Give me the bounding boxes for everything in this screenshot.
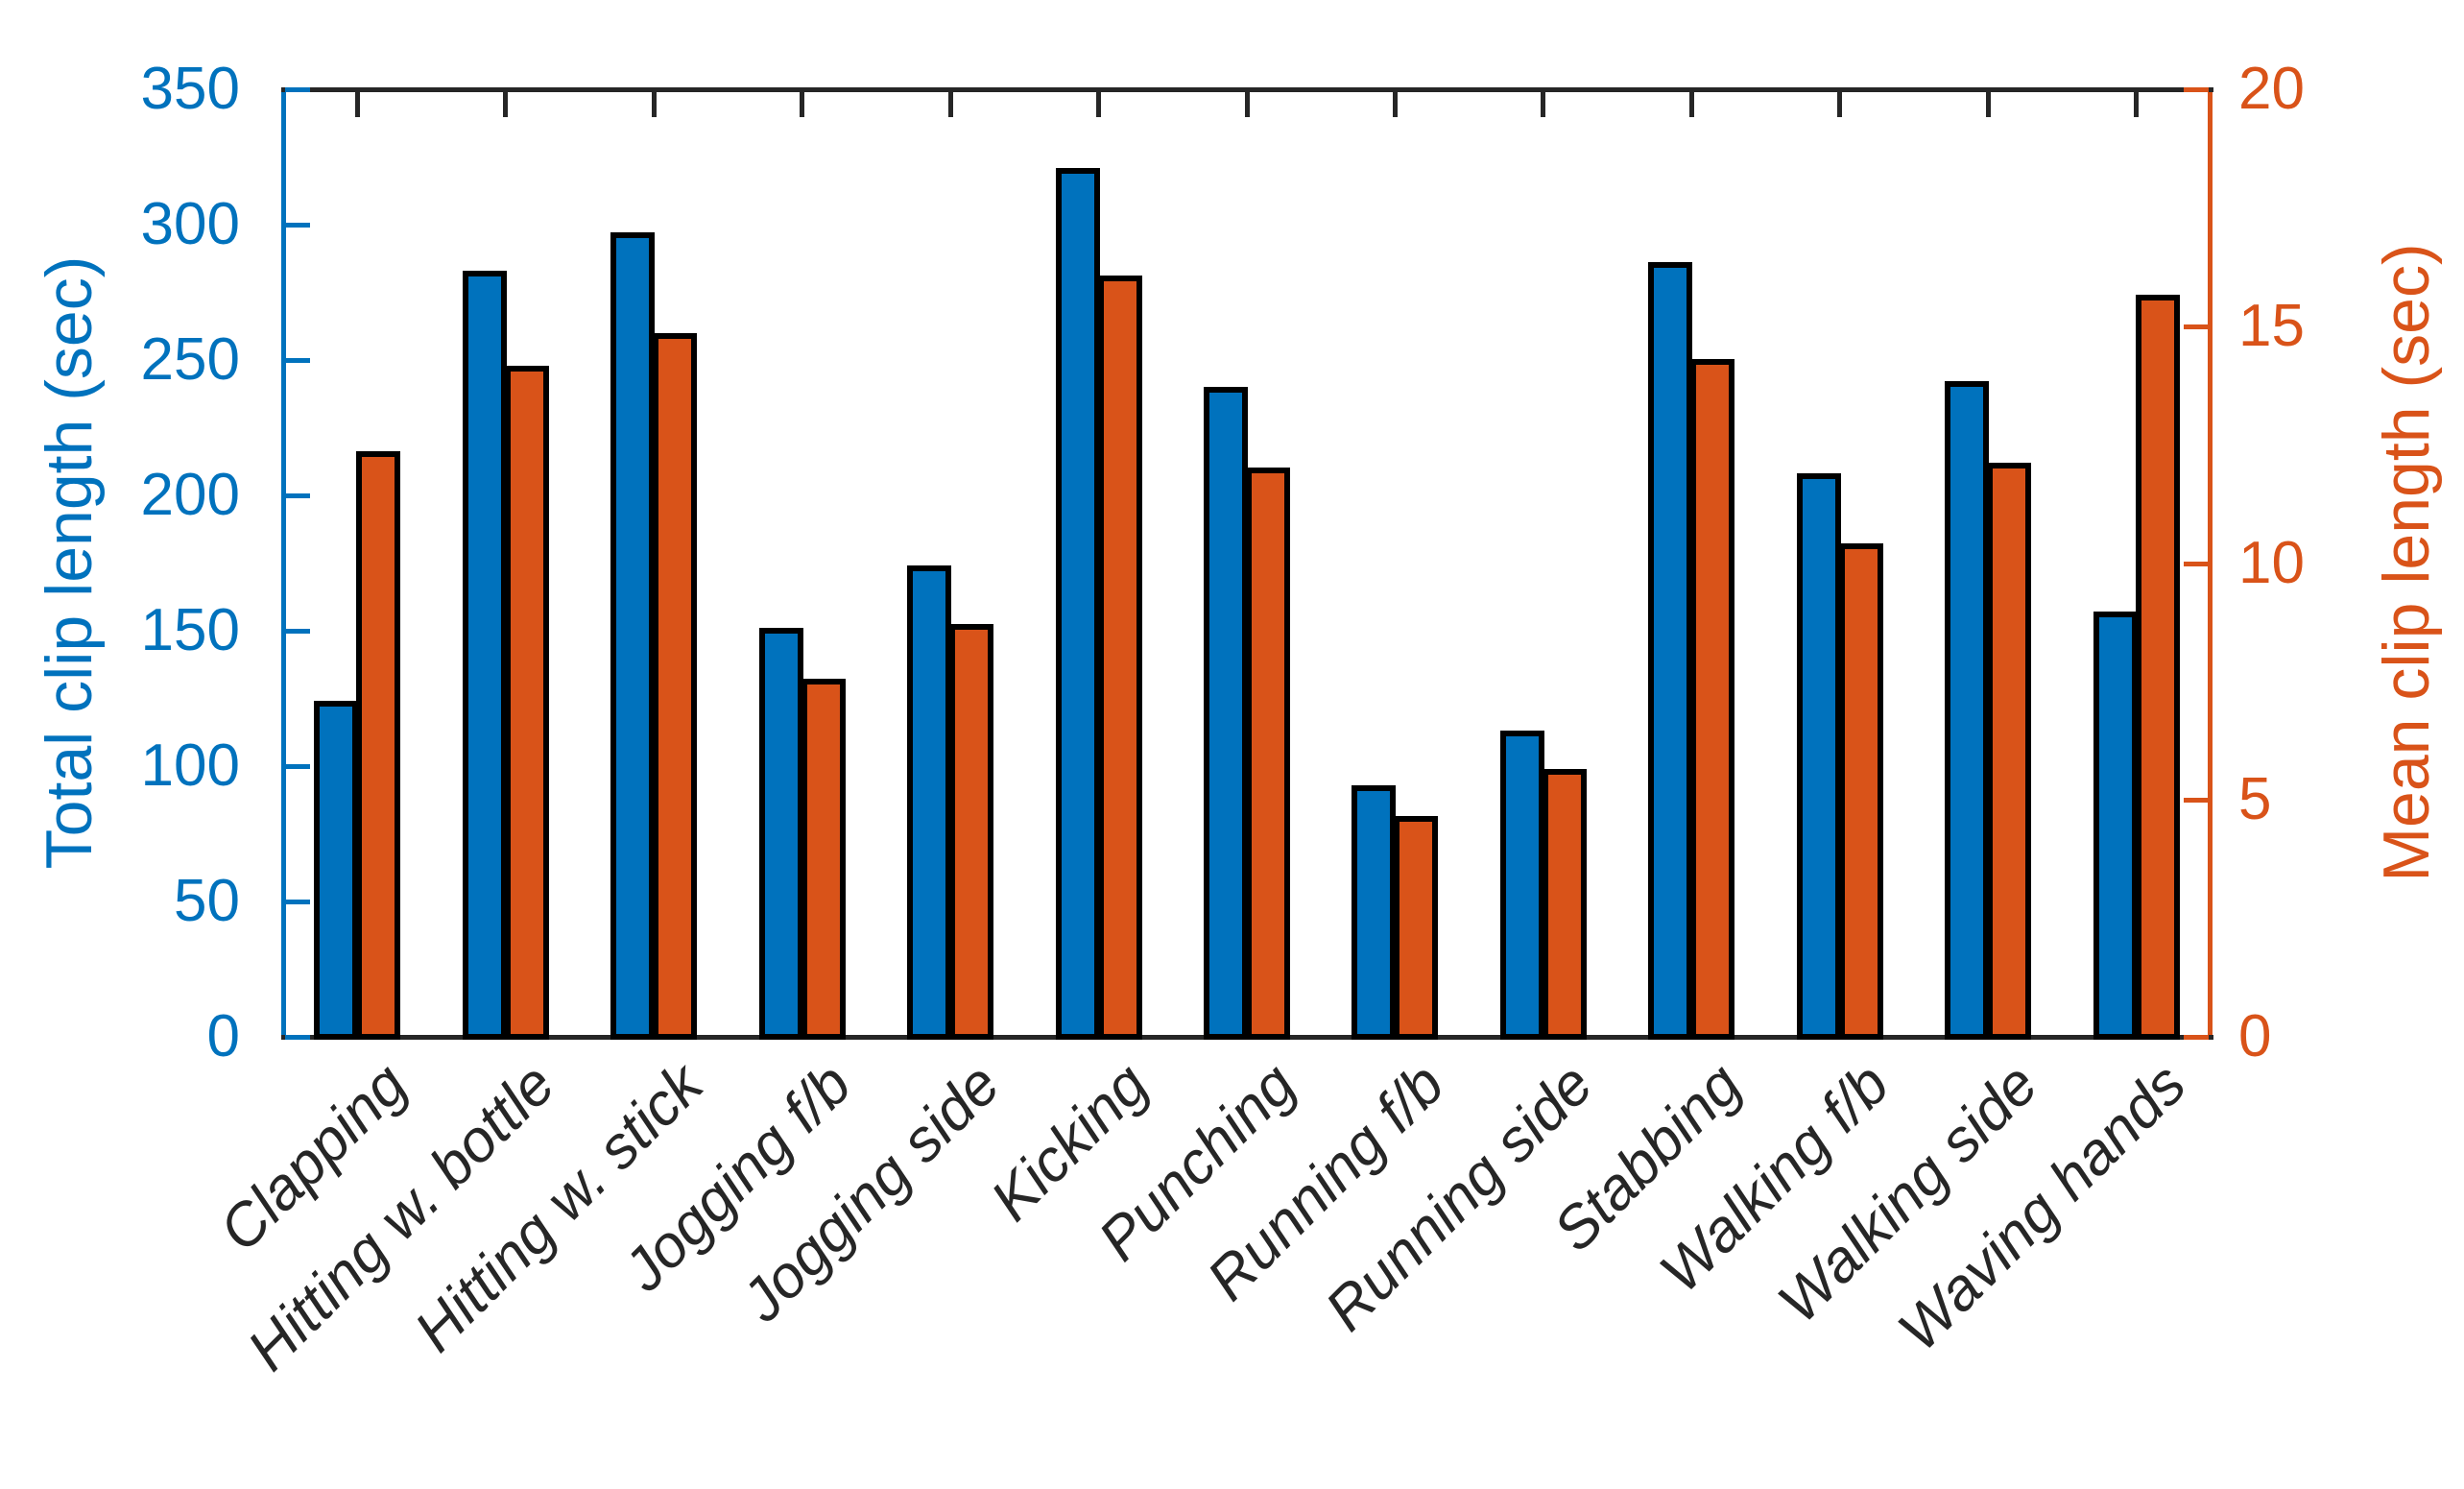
left-axis-tick — [285, 223, 310, 228]
bar-mean-hitting-w-stick — [653, 332, 698, 1040]
bar-total-hitting-w-bottle — [462, 270, 507, 1040]
left-axis-tick — [285, 358, 310, 363]
right-axis-tick — [2184, 1035, 2209, 1040]
right-tick-label-10: 10 — [2238, 529, 2305, 596]
right-axis-tick — [2184, 324, 2209, 329]
x-axis-top-tick — [1244, 92, 1250, 117]
bar-mean-jogging-side — [949, 624, 994, 1040]
bar-total-running-side — [1499, 731, 1544, 1040]
right-axis-title: Mean clip length (sec) — [2370, 243, 2443, 882]
left-axis-tick — [285, 1035, 310, 1040]
left-tick-label-100: 100 — [140, 732, 240, 799]
y-axis-right-line — [2208, 87, 2213, 1039]
bar-total-clapping — [314, 701, 359, 1040]
left-tick-label-350: 350 — [140, 56, 240, 122]
x-axis-top-tick — [1096, 92, 1102, 117]
bar-mean-walking-f-b — [1838, 543, 1883, 1040]
left-axis-tick — [285, 629, 310, 634]
x-axis-top-tick — [1392, 92, 1398, 117]
bar-mean-running-side — [1542, 768, 1587, 1040]
bar-mean-stabbing — [1690, 358, 1735, 1040]
left-tick-label-250: 250 — [140, 326, 240, 393]
x-axis-top-tick — [947, 92, 953, 117]
bar-total-running-f-b — [1352, 784, 1397, 1040]
x-axis-top-tick — [1837, 92, 1843, 117]
bar-total-jogging-f-b — [758, 628, 803, 1040]
right-axis-tick — [2184, 87, 2209, 92]
x-axis-top-tick — [354, 92, 360, 117]
x-axis-top-tick — [800, 92, 805, 117]
bar-total-hitting-w-stick — [610, 232, 656, 1040]
left-axis-tick — [285, 87, 310, 92]
x-axis-top-tick — [651, 92, 657, 117]
x-axis-top-line — [281, 87, 2213, 92]
bar-total-stabbing — [1648, 262, 1693, 1040]
left-tick-label-150: 150 — [140, 597, 240, 663]
bar-mean-waving-hands — [2135, 295, 2180, 1040]
bar-mean-hitting-w-bottle — [504, 366, 549, 1040]
left-axis-tick — [285, 764, 310, 769]
right-axis-tick — [2184, 561, 2209, 566]
bar-total-walking-side — [1945, 381, 1990, 1040]
x-axis-top-tick — [503, 92, 509, 117]
left-axis-tick — [285, 900, 310, 904]
bar-total-jogging-side — [907, 565, 952, 1040]
right-tick-label-20: 20 — [2238, 56, 2305, 122]
x-axis-top-tick — [2134, 92, 2140, 117]
right-axis-tick — [2184, 798, 2209, 804]
left-axis-tick — [285, 493, 310, 498]
bar-mean-walking-side — [1987, 463, 2032, 1040]
bar-mean-punching — [1246, 468, 1290, 1040]
bar-total-kicking — [1055, 167, 1100, 1040]
bar-mean-clapping — [356, 450, 401, 1040]
bar-total-walking-f-b — [1796, 473, 1841, 1040]
left-tick-label-200: 200 — [140, 462, 240, 528]
right-tick-label-0: 0 — [2238, 1003, 2272, 1069]
left-tick-label-300: 300 — [140, 191, 240, 257]
bar-mean-jogging-f-b — [801, 678, 846, 1040]
x-axis-top-tick — [1688, 92, 1694, 117]
right-tick-label-5: 5 — [2238, 766, 2272, 833]
left-tick-label-50: 50 — [174, 868, 240, 934]
bar-total-waving-hands — [2093, 612, 2138, 1040]
x-axis-top-tick — [1541, 92, 1546, 117]
y-axis-left-line — [281, 87, 286, 1039]
right-tick-label-15: 15 — [2238, 292, 2305, 359]
left-tick-label-0: 0 — [206, 1003, 240, 1069]
bar-total-punching — [1204, 387, 1248, 1040]
bar-mean-kicking — [1097, 276, 1142, 1040]
x-axis-top-tick — [1985, 92, 1991, 117]
bar-mean-running-f-b — [1394, 815, 1439, 1040]
